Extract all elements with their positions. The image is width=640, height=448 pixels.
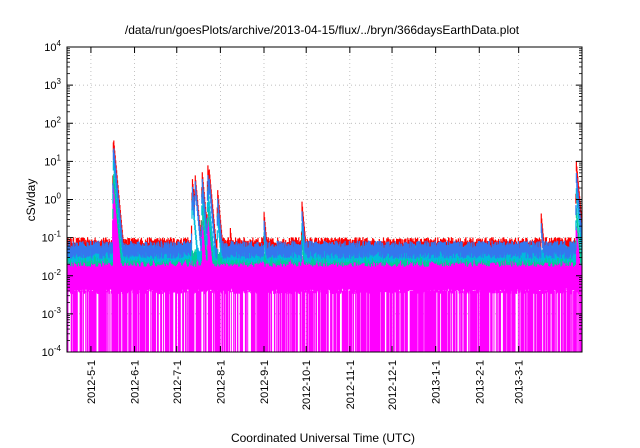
x-tick-label: 2012-11-1 [345,360,357,409]
y-tick-label: 10-1 [42,230,62,245]
series-dropouts [67,290,582,352]
x-tick-label: 2012-5-1 [86,360,98,404]
series-line [67,148,582,259]
y-tick-label: 10-4 [42,344,62,359]
x-tick-label: 2012-6-1 [130,360,142,404]
y-tick-label: 103 [44,77,61,92]
chart-title: /data/run/goesPlots/archive/2013-04-15/f… [125,23,520,37]
axis-ticks [67,46,582,353]
y-tick-label: 10-3 [42,306,62,321]
y-tick-label: 102 [44,115,61,130]
x-tick-labels: 2012-5-1 2012-6-1 2012-7-1 2012-8-1 2012-9-1… [86,360,526,410]
x-tick-label: 2013-2-1 [474,360,486,404]
series-layer [67,140,582,352]
y-axis-label: cSv/day [24,179,38,222]
x-tick-label: 2012-10-1 [301,360,313,410]
series-line [67,185,582,295]
x-tick-label: 2012-9-1 [259,360,271,404]
x-axis-label: Coordinated Universal Time (UTC) [231,431,415,445]
y-tick-label: 10-2 [42,268,62,283]
x-tick-label: 2012-8-1 [215,360,227,404]
x-tick-label: 2012-7-1 [172,360,184,404]
y-tick-label: 100 [44,192,61,207]
y-tick-label: 104 [44,39,61,54]
x-tick-label: 2013-3-1 [514,360,526,404]
grid [67,47,582,352]
x-tick-label: 2013-1-1 [431,360,443,404]
y-tick-labels: 10-4 10-3 10-2 10-1 100 101 102 103 104 [42,39,62,359]
x-tick-label: 2012-12-1 [387,360,399,410]
y-tick-label: 101 [44,153,61,168]
